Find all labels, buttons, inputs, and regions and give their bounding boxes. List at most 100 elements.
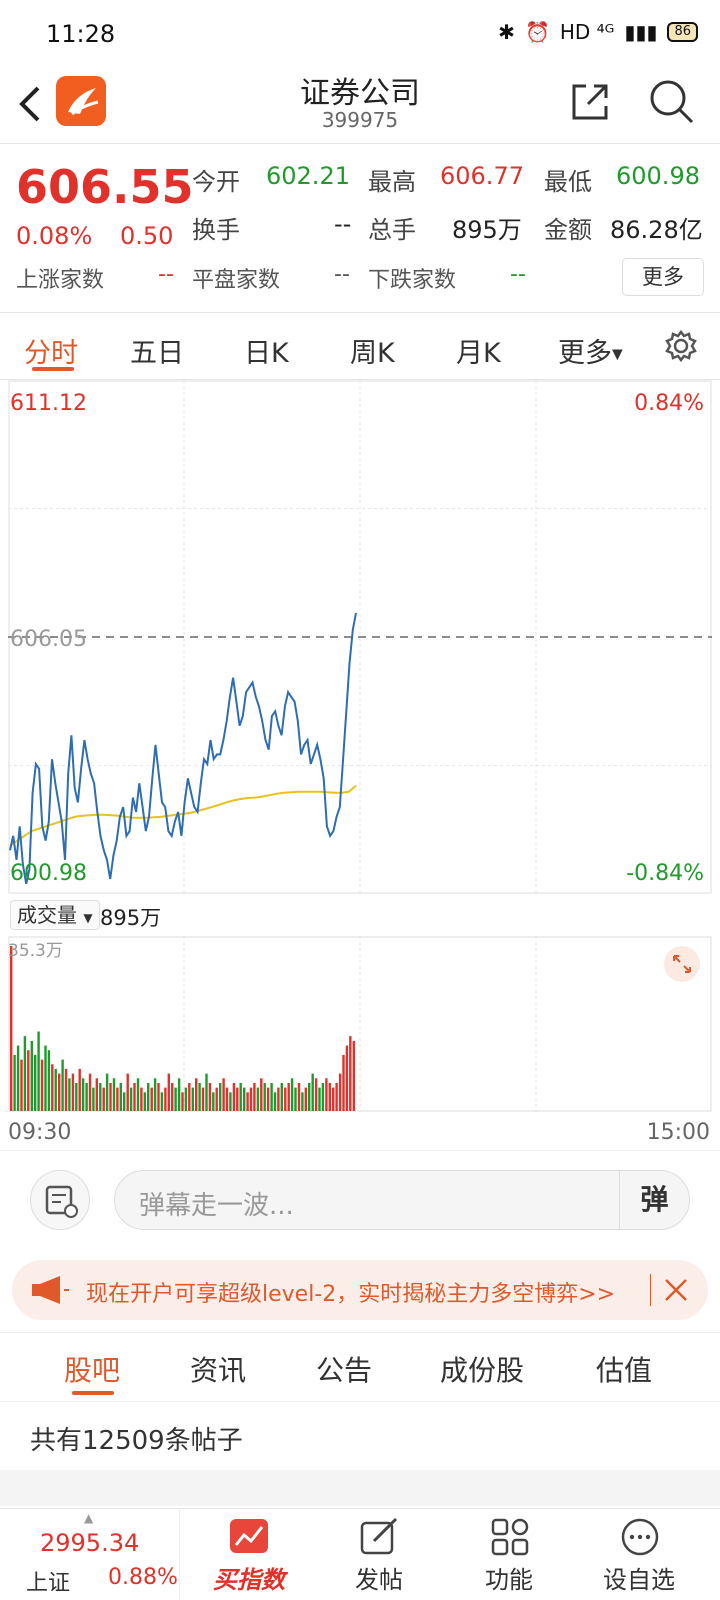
network-indicator: HD ⁴ᴳ [559,20,615,44]
tab-intraday[interactable]: 分时 [24,338,78,369]
volume-bar [126,1073,129,1111]
volume-bar [30,1040,33,1111]
post-count: 共有12509条帖子 [30,1426,243,1456]
volume-max-label: 35.3万 [8,941,63,961]
volume-bar [188,1083,191,1111]
up-count-value: -- [158,262,174,287]
expand-icon[interactable] [664,946,700,982]
volume-bar [37,1031,40,1111]
header: 证券公司 399975 [0,64,720,144]
volume-bar [318,1087,321,1111]
volume-bar [105,1073,109,1111]
volume-bar [332,1087,335,1111]
price-line [9,612,357,885]
danmaku-send-label: 弹 [640,1183,669,1216]
volume-chart[interactable]: 35.3万 [8,936,712,1112]
open-label: 今开 [192,168,240,196]
volume-bar [68,1078,71,1111]
volume-bar [297,1083,301,1111]
down-count-label: 下跌家数 [368,268,457,293]
prev-close-label: 606.05 [10,627,87,652]
volume-bar [208,1083,212,1111]
volume-bar [177,1078,181,1111]
promo-banner[interactable]: 现在开户可享超级level-2，实时揭秘主力多空博弈>> [12,1260,708,1320]
volume-bar [13,1054,16,1111]
nav-add-watchlist[interactable]: 设自选 [574,1509,704,1600]
index-ticker[interactable]: ▲ 2995.34 上证 0.88% [0,1509,180,1600]
volume-bar [215,1087,218,1111]
volume-bar [266,1087,270,1111]
volume-bar [47,1050,51,1111]
app-logo [56,76,106,126]
nav-post[interactable]: 发帖 [314,1509,444,1600]
x-end-label: 15:00 [646,1120,710,1145]
volume-bar [191,1087,194,1111]
tab-daily-k[interactable]: 日K [244,338,289,369]
indicator-selector[interactable]: 成交量 ▼ [10,900,100,930]
tab-monthly-k[interactable]: 月K [456,338,501,369]
volume-bar [212,1092,215,1111]
volume-bar [143,1092,146,1111]
nav-buy-index-label: 买指数 [213,1566,285,1594]
danmaku-placeholder: 弹幕走一波... [139,1191,294,1221]
tab-announcements[interactable]: 公告 [316,1354,373,1387]
nav-buy-index[interactable]: 买指数 [184,1509,314,1600]
y-max-label: 611.12 [10,391,87,416]
tab-constituents[interactable]: 成份股 [440,1354,525,1387]
bluetooth-icon: ✱ [498,20,515,44]
volume-bar [109,1083,112,1111]
intraday-price-chart[interactable]: 611.12 0.84% 606.05 600.98 -0.84% [8,380,712,894]
danmaku-send-button[interactable]: 弹 [619,1171,689,1229]
search-icon[interactable] [648,78,696,126]
tab-valuation[interactable]: 估值 [596,1354,653,1387]
promo-divider [650,1274,651,1306]
volume-bar [246,1092,249,1111]
volume-bar [253,1083,256,1111]
tab-weekly-k[interactable]: 周K [350,338,395,369]
close-icon[interactable] [664,1278,688,1302]
more-button[interactable]: 更多 [622,258,704,296]
volume-bar [239,1083,242,1111]
volume-bar [277,1087,280,1111]
volume-bar [301,1092,304,1111]
volume-bar [229,1092,232,1111]
tab-news[interactable]: 资讯 [190,1354,247,1387]
more-dots-icon [621,1518,659,1556]
tab-five-day[interactable]: 五日 [130,338,184,369]
volume-label: 总手 [368,216,416,244]
y-min-label: 600.98 [10,861,87,886]
volume-bar [352,1040,355,1111]
tab-more-label: 更多 [558,338,612,369]
volume-bar [81,1078,85,1111]
back-icon[interactable] [16,84,44,124]
high-value: 606.77 [440,162,524,190]
volume-bar [133,1083,136,1111]
share-icon[interactable] [568,80,612,124]
volume-bar [338,1073,342,1111]
volume-bar [263,1083,266,1111]
trend-chart-icon [230,1519,268,1553]
volume-bar [153,1078,157,1111]
tab-more[interactable]: 更多▼ [558,331,623,370]
volume-bar [171,1083,174,1111]
danmaku-input[interactable]: 弹幕走一波... 弹 [114,1170,690,1230]
danmaku-settings-button[interactable] [30,1170,90,1230]
promo-text: 现在开户可享超级level-2，实时揭秘主力多空博弈>> [86,1282,616,1307]
volume-bar [294,1087,297,1111]
tab-forum[interactable]: 股吧 [64,1354,121,1387]
volume-bar [287,1083,290,1111]
volume-bar [181,1092,184,1111]
volume-bar [273,1092,277,1111]
y-max-pct-label: 0.84% [634,391,704,416]
volume-bar [44,1045,47,1111]
nav-functions[interactable]: 功能 [444,1509,574,1600]
turnover-label: 换手 [192,216,240,244]
volume-bar [198,1083,201,1111]
volume-bar [256,1087,260,1111]
indicator-label: 成交量 [17,903,77,927]
low-label: 最低 [544,168,592,196]
volume-bar [160,1092,164,1111]
flat-count-value: -- [334,262,350,287]
current-price: 606.55 [16,160,194,214]
settings-gear-icon[interactable] [664,329,698,363]
